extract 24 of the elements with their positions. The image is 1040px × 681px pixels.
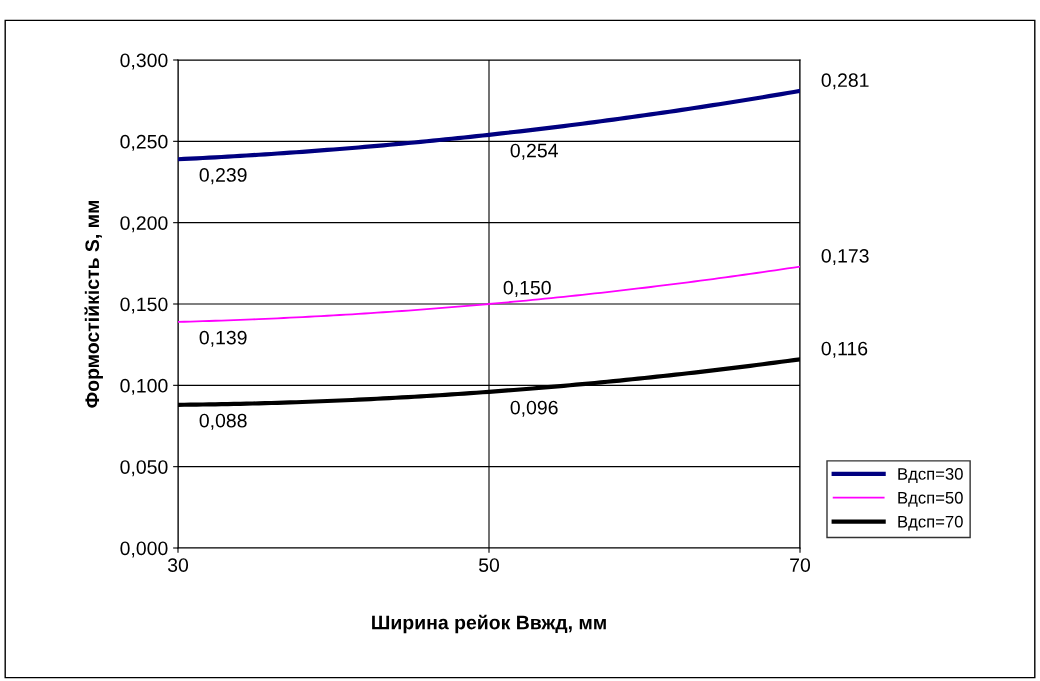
legend-label: Bдсп=50 — [898, 491, 963, 507]
data-label: 0,150 — [503, 280, 551, 297]
y-axis-title: Формостійкість S, мм — [84, 200, 103, 408]
data-label: 0,173 — [821, 248, 869, 266]
legend-label: Bдсп=30 — [898, 468, 963, 483]
y-tick-label: 0,150 — [120, 297, 168, 314]
data-label: 0,281 — [821, 73, 869, 90]
x-tick-label: 50 — [478, 558, 500, 572]
y-tick-label: 0,200 — [120, 216, 168, 233]
y-tick-label: 0,050 — [120, 460, 168, 477]
y-tick-label: 0,000 — [120, 541, 168, 558]
data-label: 0,116 — [821, 341, 868, 358]
x-tick-label: 30 — [167, 558, 189, 572]
x-tick-label: 70 — [790, 558, 811, 572]
legend-label: Bдсп=70 — [898, 515, 963, 531]
y-tick-label: 0,250 — [120, 134, 168, 151]
data-label: 0,254 — [510, 143, 558, 160]
data-label: 0,239 — [199, 168, 247, 185]
data-label: 0,096 — [510, 400, 558, 417]
y-tick-label: 0,100 — [120, 378, 168, 395]
y-tick-label: 0,300 — [120, 53, 168, 70]
data-label: 0,088 — [199, 413, 247, 430]
x-axis-title: Ширина рейок Bвжд, мм — [372, 614, 606, 634]
data-label: 0,139 — [199, 330, 247, 347]
